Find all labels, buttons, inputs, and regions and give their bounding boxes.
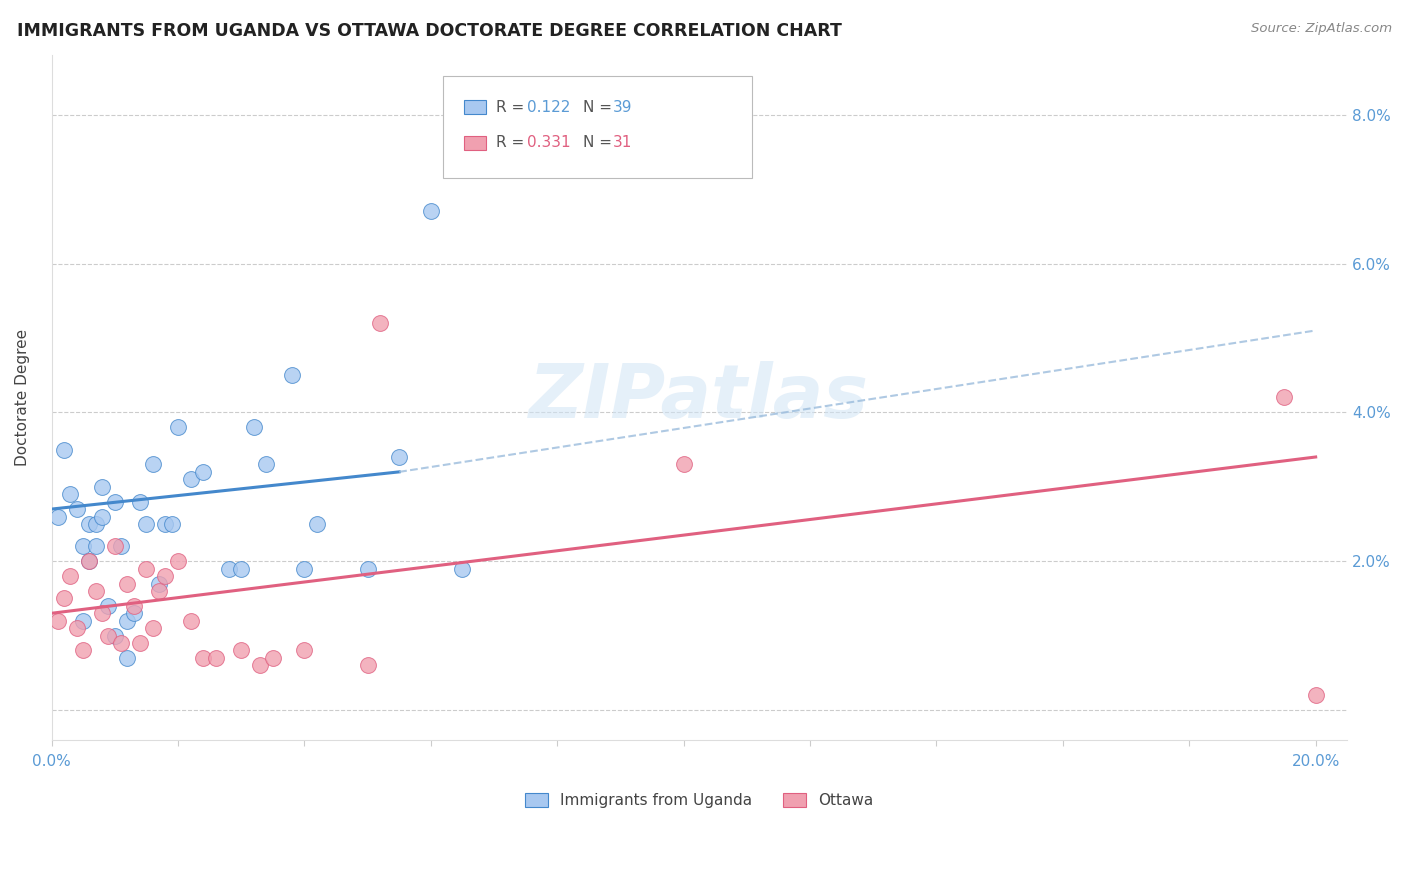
Point <box>59 569 82 583</box>
Point <box>97 599 120 613</box>
Point <box>53 442 76 457</box>
Point <box>110 636 132 650</box>
Point <box>249 658 271 673</box>
Point <box>129 636 152 650</box>
Point <box>79 554 101 568</box>
Point <box>97 629 120 643</box>
Point <box>117 614 139 628</box>
Point <box>243 420 266 434</box>
Text: 0.122: 0.122 <box>527 100 571 114</box>
Point <box>72 614 94 628</box>
Point <box>104 494 127 508</box>
Point <box>280 368 302 383</box>
Point <box>84 583 107 598</box>
Point <box>91 607 114 621</box>
Point <box>356 561 378 575</box>
Point <box>155 569 177 583</box>
Point <box>218 561 240 575</box>
Point <box>84 539 107 553</box>
Point <box>193 651 215 665</box>
Point <box>148 576 170 591</box>
Point <box>1272 391 1295 405</box>
Text: R =: R = <box>496 100 530 114</box>
Point <box>292 643 315 657</box>
Point <box>91 480 114 494</box>
Point <box>84 516 107 531</box>
Point <box>1305 688 1327 702</box>
Text: R =: R = <box>496 136 530 150</box>
Point <box>180 614 202 628</box>
Point <box>142 458 165 472</box>
Point <box>356 658 378 673</box>
Point <box>46 614 69 628</box>
Point <box>368 316 391 330</box>
Point <box>135 516 157 531</box>
Point <box>91 509 114 524</box>
Text: IMMIGRANTS FROM UGANDA VS OTTAWA DOCTORATE DEGREE CORRELATION CHART: IMMIGRANTS FROM UGANDA VS OTTAWA DOCTORA… <box>17 22 842 40</box>
Point <box>254 458 277 472</box>
Text: 0.331: 0.331 <box>527 136 571 150</box>
Point <box>117 576 139 591</box>
Point <box>72 539 94 553</box>
Point <box>104 539 127 553</box>
Point <box>72 643 94 657</box>
Point <box>142 621 165 635</box>
Point <box>155 516 177 531</box>
Point <box>79 554 101 568</box>
Point <box>419 204 441 219</box>
Point <box>193 465 215 479</box>
Point <box>79 516 101 531</box>
Point <box>53 591 76 606</box>
Point <box>117 651 139 665</box>
Point <box>672 458 695 472</box>
Point <box>262 651 284 665</box>
Legend: Immigrants from Uganda, Ottawa: Immigrants from Uganda, Ottawa <box>519 787 880 814</box>
Y-axis label: Doctorate Degree: Doctorate Degree <box>15 329 30 466</box>
Point <box>135 561 157 575</box>
Text: 39: 39 <box>613 100 633 114</box>
Point <box>167 554 190 568</box>
Point <box>451 561 474 575</box>
Text: ZIPatlas: ZIPatlas <box>530 361 869 434</box>
Point <box>205 651 228 665</box>
Text: N =: N = <box>583 100 617 114</box>
Point <box>46 509 69 524</box>
Point <box>66 502 89 516</box>
Point <box>66 621 89 635</box>
Point <box>129 494 152 508</box>
Text: N =: N = <box>583 136 617 150</box>
Point <box>388 450 411 464</box>
Point <box>122 607 145 621</box>
Point <box>148 583 170 598</box>
Point <box>160 516 183 531</box>
Point <box>110 539 132 553</box>
Point <box>305 516 328 531</box>
Text: 31: 31 <box>613 136 633 150</box>
Point <box>122 599 145 613</box>
Text: Source: ZipAtlas.com: Source: ZipAtlas.com <box>1251 22 1392 36</box>
Point <box>180 472 202 486</box>
Point <box>167 420 190 434</box>
Point <box>104 629 127 643</box>
Point <box>59 487 82 501</box>
Point <box>292 561 315 575</box>
Point <box>231 561 253 575</box>
Point <box>231 643 253 657</box>
